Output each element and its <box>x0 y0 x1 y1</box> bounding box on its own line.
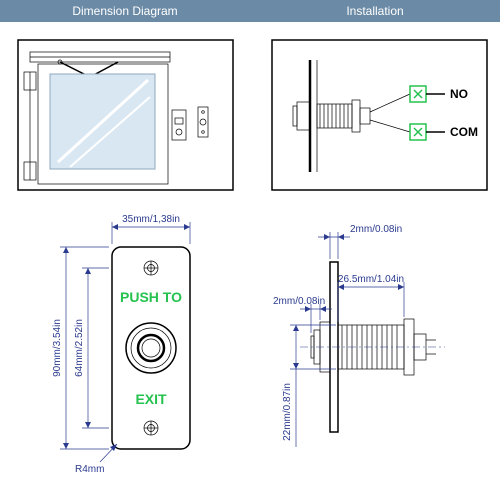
dim-thread-len: 26.5mm/1.04in <box>338 274 404 285</box>
header-bar: Dimension Diagram Installation <box>0 0 500 22</box>
dim-height-outer: 90mm/3.54in <box>52 319 63 377</box>
installation-diagram: NO COM <box>272 40 487 190</box>
dim-height-inner: 64mm/2.52in <box>74 319 85 377</box>
label-com: COM <box>450 125 478 139</box>
dim-plate-thk: 2mm/0.08in <box>350 224 402 235</box>
dim-thread-dia: 22mm/0.87in <box>282 383 293 441</box>
push-to-text: PUSH TO <box>120 289 182 305</box>
technical-drawing: NO COM PUSH TO EXIT 35mm/1,38in <box>0 22 500 500</box>
label-no: NO <box>450 87 468 101</box>
side-view: 2mm/0.08in 2mm/0.08in 26.5mm/1.04in 22mm… <box>273 224 445 447</box>
header-right-title: Installation <box>250 0 500 22</box>
door-diagram <box>18 40 233 190</box>
dim-corner: R4mm <box>75 464 104 475</box>
header-left-title: Dimension Diagram <box>0 0 250 22</box>
diagram-area: NO COM PUSH TO EXIT 35mm/1,38in <box>0 22 500 500</box>
exit-text: EXIT <box>135 391 167 407</box>
faceplate-front: PUSH TO EXIT 35mm/1,38in 90mm/3.54in 64m… <box>52 214 190 475</box>
dim-width: 35mm/1,38in <box>122 214 180 225</box>
dim-btn-protrude: 2mm/0.08in <box>273 296 325 307</box>
